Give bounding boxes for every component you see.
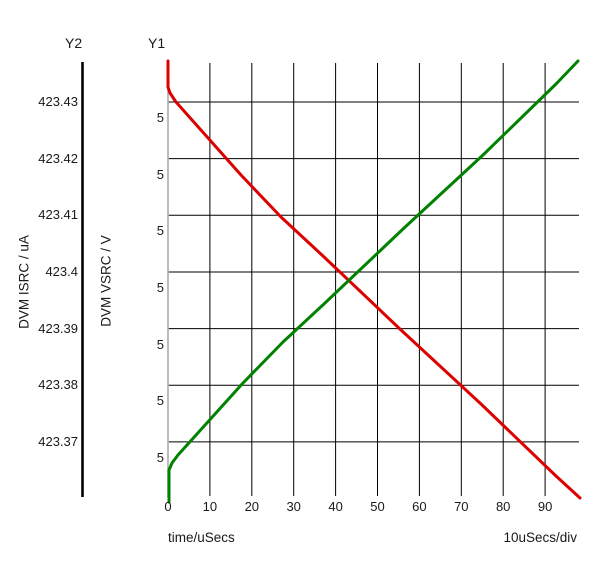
y1-tick-label: 5: [156, 336, 164, 352]
y1-axis-head-label: Y1: [148, 35, 166, 51]
y1-tick-label: 5: [156, 166, 164, 182]
x-tick-label: 60: [412, 499, 427, 514]
y1-tick-label: 5: [156, 393, 164, 409]
x-tick-label: 30: [286, 499, 301, 514]
y2-axis-title: DVM ISRC / uA: [16, 235, 32, 329]
x-tick-label: 70: [454, 499, 469, 514]
x-tick-label: 80: [495, 499, 511, 514]
y1-tick-label: 5: [156, 110, 164, 125]
x-tick-label: 90: [537, 499, 553, 514]
x-tick-label: 10: [202, 499, 218, 514]
y1-tick-label: 5: [156, 279, 164, 295]
x-tick-label: 0: [164, 499, 172, 514]
y2-tick-label: 423.39: [38, 320, 78, 336]
y1-tick-label: 5: [156, 223, 164, 239]
y2-tick-label: 423.4: [45, 263, 78, 279]
x-axis-title: time/uSecs: [168, 530, 235, 545]
y2-axis-head-label: Y2: [65, 35, 83, 51]
x-axis-scale-label: 10uSecs/div: [503, 530, 577, 545]
y2-tick-label: 423.42: [38, 150, 78, 166]
x-tick-label: 50: [370, 499, 385, 514]
x-tick-label: 40: [328, 499, 343, 514]
waveform-dvm-isrc[interactable]: [166, 59, 582, 500]
y1-tick-label: 5: [156, 449, 164, 465]
x-tick-label: 20: [244, 499, 260, 514]
y2-tick-label: 423.41: [38, 207, 78, 223]
y2-tick-label: 423.38: [38, 377, 78, 393]
y2-tick-label: 423.37: [38, 433, 78, 449]
waveform-dvm-vsrc[interactable]: [167, 59, 580, 504]
y2-tick-label: 423.43: [38, 94, 78, 109]
